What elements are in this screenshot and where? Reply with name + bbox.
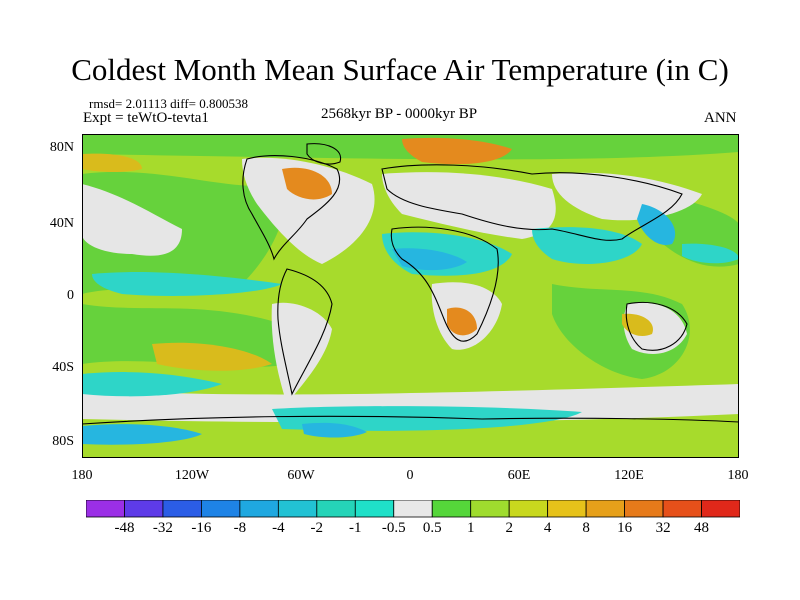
coastline-australia <box>625 301 688 351</box>
colorbar-box <box>316 500 356 518</box>
colorbar-box <box>86 500 125 518</box>
colorbar-box <box>508 500 549 518</box>
colorbar-box <box>585 500 625 518</box>
coastline-greenland <box>306 143 342 165</box>
field-orange-arctic-europe <box>402 137 512 165</box>
colorbar-label: -48 <box>114 520 135 536</box>
lon-label: 60W <box>287 468 315 483</box>
field-cyan-south-pacific <box>82 372 222 397</box>
lon-label: 60E <box>507 468 531 483</box>
colorbar-label: -16 <box>191 520 212 536</box>
lat-label: 40N <box>49 216 74 231</box>
colorbar <box>86 500 740 518</box>
stats-text: rmsd= 2.01113 diff= 0.800538 <box>89 96 248 111</box>
colorbar-label: -8 <box>233 520 247 536</box>
period-label: 2568kyr BP - 0000kyr BP <box>321 106 478 122</box>
colorbar-label: 0.5 <box>422 520 442 536</box>
lat-label: 0 <box>67 288 74 303</box>
colorbar-box <box>239 500 279 518</box>
field-ochre-south-pacific <box>152 342 272 371</box>
colorbar-label: 4 <box>543 520 552 536</box>
lat-label: 40S <box>52 360 74 375</box>
field-neutral-south-america <box>271 302 332 404</box>
field-cyan-west-pacific <box>682 243 739 264</box>
field-blue-east-asia <box>637 204 676 245</box>
field-ochre-bering <box>82 153 142 173</box>
lon-label: 180 <box>71 468 93 483</box>
colorbar-label: -1 <box>349 520 362 536</box>
colorbar-label: 48 <box>694 520 709 536</box>
colorbar-box <box>701 500 740 518</box>
coastline-antarctica <box>82 415 739 425</box>
field-green-pacific-north <box>82 171 285 294</box>
colorbar-label: 1 <box>466 520 475 536</box>
field-neutral-asia <box>552 172 702 221</box>
colorbar-label: -32 <box>152 520 173 536</box>
lon-label: 180 <box>727 468 749 483</box>
colorbar-box <box>354 500 395 518</box>
coastline-africa <box>390 226 499 342</box>
colorbar-box <box>547 500 587 518</box>
colorbar-box <box>470 500 510 518</box>
field-blue-weddell <box>302 422 367 438</box>
field-blue-ross-sea <box>82 424 202 445</box>
field-cyan-equatorial-pacific <box>92 272 282 296</box>
lon-label: 120W <box>174 468 210 483</box>
colorbar-box <box>201 500 241 518</box>
colorbar-label: 2 <box>505 520 513 536</box>
lat-label: 80S <box>52 434 74 449</box>
lon-label: 0 <box>406 468 414 483</box>
field-neutral-eurasia-west <box>382 172 556 239</box>
map-frame <box>82 134 739 458</box>
colorbar-label: -4 <box>272 520 285 536</box>
colorbar-box <box>624 500 664 518</box>
colorbar-box <box>162 500 202 518</box>
experiment-label: Expt = teWtO-tevta1 <box>83 110 209 126</box>
map-title: Coldest Month Mean Surface Air Temperatu… <box>71 52 729 87</box>
season-label: ANN <box>704 110 737 126</box>
colorbar-label: 16 <box>617 520 633 536</box>
field-cyan-antarctic-coast <box>272 406 582 431</box>
colorbar-box <box>662 500 702 518</box>
coastline-eurasia <box>381 164 683 241</box>
colorbar-label: 32 <box>655 520 671 536</box>
colorbar-box <box>124 500 164 518</box>
field-orange-greenland-area <box>282 167 332 200</box>
temperature-map <box>82 134 739 458</box>
colorbar-label: -0.5 <box>381 520 406 536</box>
colorbar-box <box>431 500 472 518</box>
colorbar-box <box>277 500 318 518</box>
lon-label: 120E <box>614 468 644 483</box>
colorbar-label: 8 <box>582 520 590 536</box>
lat-label: 80N <box>49 140 74 155</box>
field-orange-southern-africa <box>447 307 477 336</box>
coastlines <box>82 143 739 425</box>
field-neutral-north-pacific <box>82 184 182 256</box>
colorbar-label: -2 <box>310 520 324 536</box>
field-cyan-arabia-india <box>532 227 642 264</box>
field-neutral-north-america <box>242 157 375 264</box>
coastline-south-america <box>277 268 333 396</box>
colorbar-box <box>393 500 433 518</box>
